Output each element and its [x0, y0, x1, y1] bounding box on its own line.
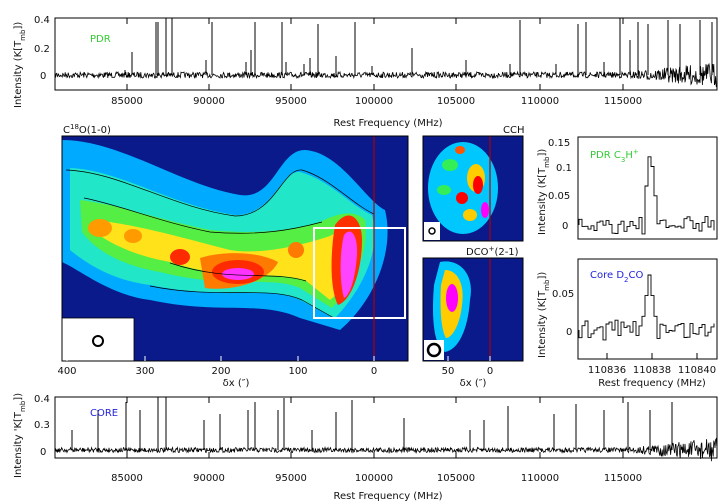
freq-tick-label: 105000: [437, 96, 475, 107]
cch-emission-blobs: [437, 146, 489, 221]
pdr-ytick-0: 0: [40, 71, 46, 82]
freq-tick-label: 90000: [193, 473, 225, 484]
dco-map-title: DCO+(2-1): [466, 245, 519, 258]
dco-map-frame: [422, 257, 524, 362]
dco-map-panel: DCO+(2-1) 50 0 δx (″): [422, 245, 524, 389]
pdr-spectrum-frame: [54, 17, 718, 91]
pdr-ytick-0.4: 0.4: [34, 15, 50, 26]
map-tick-label: 50: [442, 366, 455, 377]
c18o-map-panel: C18O(1-0) 400: [57, 123, 409, 389]
cch-map-frame: [422, 135, 524, 242]
zoom-region-box: [313, 227, 406, 319]
zoom-tick-label: 110836: [588, 365, 626, 376]
dco-xlabel: δx (″): [460, 378, 487, 389]
map-tick-label: 300: [135, 366, 154, 377]
core-ylabel: Intensity 'K[Tmb]): [13, 393, 27, 478]
freq-tick-label: 100000: [355, 96, 393, 107]
zoom-core-label: Core D2CO: [590, 270, 643, 284]
c18o-xticks: 400 300 200 100 0: [57, 356, 377, 377]
pdr-spectral-lines: [124, 18, 713, 75]
pdr-ylabel: Intensity (K[Tmb]): [13, 22, 27, 108]
pdr-spectrum-label: PDR: [90, 34, 111, 45]
zoom-tick-label: 110840: [678, 365, 716, 376]
cch-beam-box: [424, 222, 440, 240]
pdr-xticks: 85000 90000 95000 100000 105000 110000 115000: [111, 18, 642, 107]
map-tick-label: 200: [211, 366, 230, 377]
zoom-core-frame: [577, 258, 718, 360]
core-spectral-lines: [71, 397, 673, 450]
core-ytick-0.4: 0.4: [34, 394, 50, 405]
zoom-tick-label: 110838: [633, 365, 671, 376]
dco-xticks: 50 0: [442, 356, 493, 377]
zoom-core-xticks: 110836 110838 110840: [588, 353, 716, 376]
freq-tick-label: 95000: [275, 473, 307, 484]
zoom-core-ytick-0: 0: [566, 327, 572, 338]
zoom-pdr-ytick-0.1: 0.1: [556, 163, 572, 174]
core-spectrum-frame: [54, 396, 718, 459]
c18o-beam-icon: [92, 335, 104, 347]
core-ytick-0: 0: [40, 447, 46, 458]
map-tick-label: 400: [57, 366, 76, 377]
map-tick-label: 0: [371, 366, 377, 377]
zoom-pdr-trace: [578, 156, 715, 235]
zoom-pdr-ytick-0.05: 0.05: [548, 191, 570, 202]
freq-tick-label: 105000: [437, 473, 475, 484]
zoom-pdr-label: PDR C3H+: [590, 148, 639, 164]
freq-tick-label: 85000: [111, 96, 143, 107]
freq-tick-label: 100000: [355, 473, 393, 484]
pdr-xlabel: Rest Frequency (MHz): [334, 118, 443, 129]
freq-tick-label: 115000: [604, 96, 642, 107]
core-spectrum-panel: CORE 0 0.3 0.4 85000 90000 95000 100000 1050…: [13, 393, 718, 502]
c18o-map-title: C18O(1-0): [63, 123, 111, 136]
zoom-pdr-ytick-0: 0: [562, 221, 568, 232]
zoom-core-xlabel: Rest frequency (MHz): [598, 378, 706, 389]
freq-tick-label: 110000: [521, 96, 559, 107]
freq-tick-label: 90000: [193, 96, 225, 107]
cch-beam-icon: [428, 227, 436, 235]
dco-beam-icon: [426, 342, 442, 358]
c18o-xlabel: δx (″): [223, 378, 250, 389]
core-xlabel: Rest Frequency (MHz): [334, 491, 443, 502]
core-xticks: 85000 90000 95000 100000 105000 110000 115000: [111, 397, 642, 484]
freq-tick-label: 115000: [604, 473, 642, 484]
zoom-pdr-ytick-0.15: 0.15: [548, 138, 570, 149]
core-spectrum-trace: [54, 437, 718, 462]
zoom-core-trace: [578, 274, 715, 341]
zoom-pdr-frame: [577, 136, 718, 240]
map-tick-label: 100: [288, 366, 307, 377]
map-tick-label: 0: [487, 366, 493, 377]
cch-map-title: CCH: [503, 125, 524, 136]
cch-map-panel: CCH: [422, 125, 524, 242]
freq-tick-label: 110000: [521, 473, 559, 484]
core-spectrum-label: CORE: [90, 408, 118, 419]
pdr-spectrum-trace: [54, 62, 718, 88]
core-ytick-0.3: 0.3: [34, 420, 50, 431]
freq-tick-label: 95000: [275, 96, 307, 107]
dco-emission-peak: [446, 284, 458, 312]
c18o-map-frame: [61, 135, 409, 362]
zoom-core-panel: Core D2CO 0 0.05 Intensity (K[Tmb]) 1108…: [537, 258, 718, 389]
pdr-ytick-0.2: 0.2: [34, 44, 50, 55]
c18o-beam-box: [61, 317, 135, 362]
pdr-spectrum-panel: PDR 0 0.2 0.4 85000 90000 95000 100000 10500…: [13, 15, 718, 129]
zoom-core-ylabel: Intensity (K[Tmb]): [537, 272, 551, 358]
zoom-pdr-panel: PDR C3H+ 0 0.05 0.1 0.15 Intensity (K[Tm…: [537, 136, 718, 240]
zoom-core-ytick-0.05: 0.05: [552, 289, 574, 300]
zoom-pdr-ylabel: Intensity (K[Tmb]): [537, 149, 551, 235]
c18o-emission-map: [62, 140, 388, 330]
freq-tick-label: 85000: [111, 473, 143, 484]
